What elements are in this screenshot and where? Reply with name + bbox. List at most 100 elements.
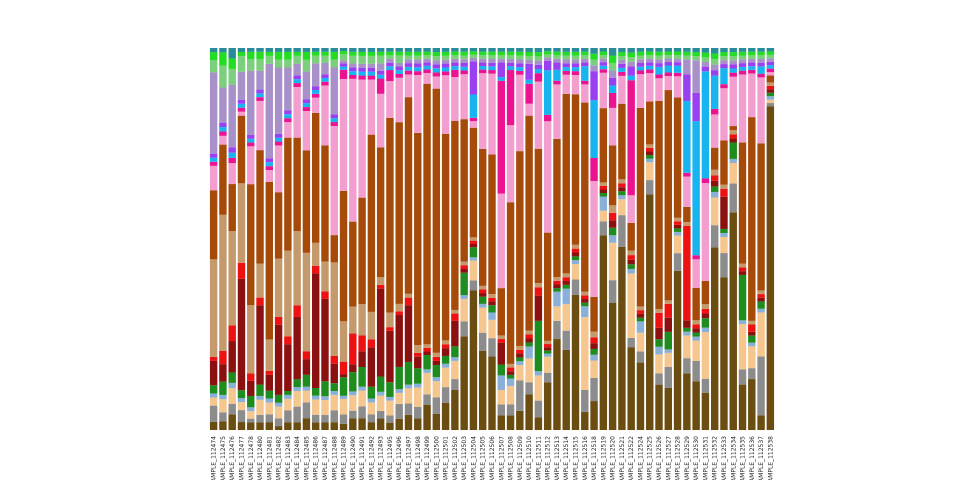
- bar-segment-green: [673, 228, 682, 232]
- bar-segment-green: [543, 350, 552, 354]
- bar-segment-lavender: [618, 59, 626, 64]
- bar-segment-light_brown: [608, 205, 617, 213]
- bar-segment-sky_blue: [766, 96, 775, 100]
- bar-segment-dark_red: [608, 220, 617, 228]
- x-tick-label: AMPLE_112502: [452, 436, 459, 480]
- bar-segment-cyan: [673, 65, 682, 73]
- bar-segment-pink: [302, 111, 311, 151]
- bar-segment-teal: [618, 48, 626, 52]
- bar-segment-green: [701, 318, 710, 328]
- bar-segment-magenta: [738, 70, 747, 75]
- bar-segment-grey: [302, 402, 311, 419]
- bar-segment-red: [488, 297, 496, 302]
- bar-segment-grey: [543, 372, 552, 383]
- bar-segment-grey: [766, 103, 775, 107]
- bar-segment-pink: [599, 72, 608, 109]
- bar-segment-tan: [748, 346, 756, 369]
- bar-segment-light_green: [553, 55, 561, 59]
- bar-segment-lavender: [432, 60, 441, 65]
- bar-segment-magenta: [358, 75, 366, 80]
- bar-segment-pink: [710, 114, 719, 148]
- bar-segment-lavender: [284, 67, 292, 111]
- x-tick-label: AMPLE_112483: [285, 436, 292, 480]
- bar-segment-sky_blue: [729, 158, 737, 164]
- bar-segment-sky_blue: [748, 342, 756, 347]
- bar-segment-grey: [386, 415, 394, 423]
- bar-segment-light_brown: [636, 306, 645, 311]
- bar-segment-cyan: [404, 66, 413, 71]
- x-tick-label: AMPLE_112521: [619, 436, 626, 480]
- bar-segment-tan: [608, 242, 617, 281]
- bar-segment-magenta: [590, 157, 598, 182]
- bar-segment-dark_red: [646, 151, 654, 156]
- bar-segment-rust: [748, 117, 756, 321]
- bar-segment-tan: [534, 375, 543, 401]
- bar-segment-green: [441, 355, 450, 364]
- bar-segment-green: [302, 374, 311, 387]
- bar-segment-cyan: [432, 68, 441, 73]
- x-tick-label: AMPLE_112501: [443, 436, 450, 480]
- bar-segment-pink: [692, 259, 700, 288]
- bar-segment-tan: [265, 402, 274, 415]
- bar-segment-cyan: [738, 66, 747, 71]
- bar-segment-light_brown: [302, 252, 311, 352]
- x-tick-label: AMPLE_112519: [600, 436, 607, 480]
- bar-segment-light_brown: [423, 344, 431, 348]
- bar-segment-magenta: [497, 80, 505, 194]
- x-tick-label: AMPLE_112522: [628, 436, 635, 480]
- bar-segment-bright_green: [432, 52, 441, 57]
- bar-segment-sky_blue: [534, 371, 543, 376]
- bar-segment-light_brown: [627, 250, 635, 256]
- bar-segment-purple: [423, 62, 431, 66]
- bar-segment-purple: [701, 66, 710, 72]
- bar-segment-pink: [209, 165, 218, 191]
- bar-segment-bright_green: [664, 51, 672, 55]
- bar-segment-teal: [219, 48, 227, 53]
- bar-segment-green: [349, 372, 357, 392]
- bar-segment-light_brown: [525, 330, 533, 335]
- bar-segment-tan: [311, 399, 320, 415]
- bar-segment-purple: [766, 61, 775, 66]
- bar-segment-bright_green: [720, 52, 728, 57]
- bar-segment-red: [256, 297, 264, 306]
- bar-segment-dark_red: [581, 299, 589, 303]
- bar-segment-pink: [683, 176, 691, 207]
- bar-segment-red: [228, 325, 236, 342]
- bar-segment-red: [339, 361, 348, 375]
- bar-segment-light_brown: [376, 277, 385, 285]
- bar-segment-grey: [692, 360, 700, 382]
- bar-segment-olive_brown: [479, 350, 487, 430]
- x-tick-label: AMPLE_112527: [665, 436, 672, 480]
- bar-segment-cyan: [395, 70, 403, 74]
- bar-segment-olive_brown: [302, 418, 311, 430]
- bar-segment-sky_blue: [284, 394, 292, 399]
- bar-segment-dark_red: [302, 359, 311, 375]
- bar-segment-cyan: [757, 66, 765, 74]
- bar-segment-light_brown: [441, 340, 450, 345]
- bar-segment-sky_blue: [720, 232, 728, 237]
- x-tick-label: AMPLE_112524: [637, 436, 644, 480]
- bar-segment-magenta: [525, 83, 533, 104]
- bar-segment-bright_green: [543, 51, 552, 55]
- bar-segment-dark_red: [636, 313, 645, 318]
- bar-segment-light_brown: [219, 214, 227, 351]
- bar-segment-purple: [209, 153, 218, 158]
- bar-segment-grey: [414, 406, 422, 419]
- bar-segment-bright_green: [488, 51, 496, 56]
- bar-layer: [209, 48, 775, 430]
- bar-segment-olive_brown: [321, 422, 329, 430]
- bar-segment-rust: [534, 148, 543, 284]
- x-tick-label: AMPLE_112509: [517, 436, 524, 480]
- bar-segment-teal: [506, 48, 515, 52]
- bar-segment-rust: [710, 147, 719, 170]
- bar-segment-red: [274, 316, 283, 325]
- bar-segment-grey: [599, 221, 608, 236]
- bar-segment-light_green: [395, 55, 403, 63]
- bar-segment-olive_brown: [664, 387, 672, 430]
- bar-segment-bright_green: [608, 55, 617, 63]
- bar-segment-tan: [349, 395, 357, 411]
- bar-segment-olive_brown: [311, 422, 320, 430]
- bar-segment-bright_green: [618, 51, 626, 56]
- bar-segment-rust: [330, 235, 338, 263]
- bar-segment-green: [636, 317, 645, 322]
